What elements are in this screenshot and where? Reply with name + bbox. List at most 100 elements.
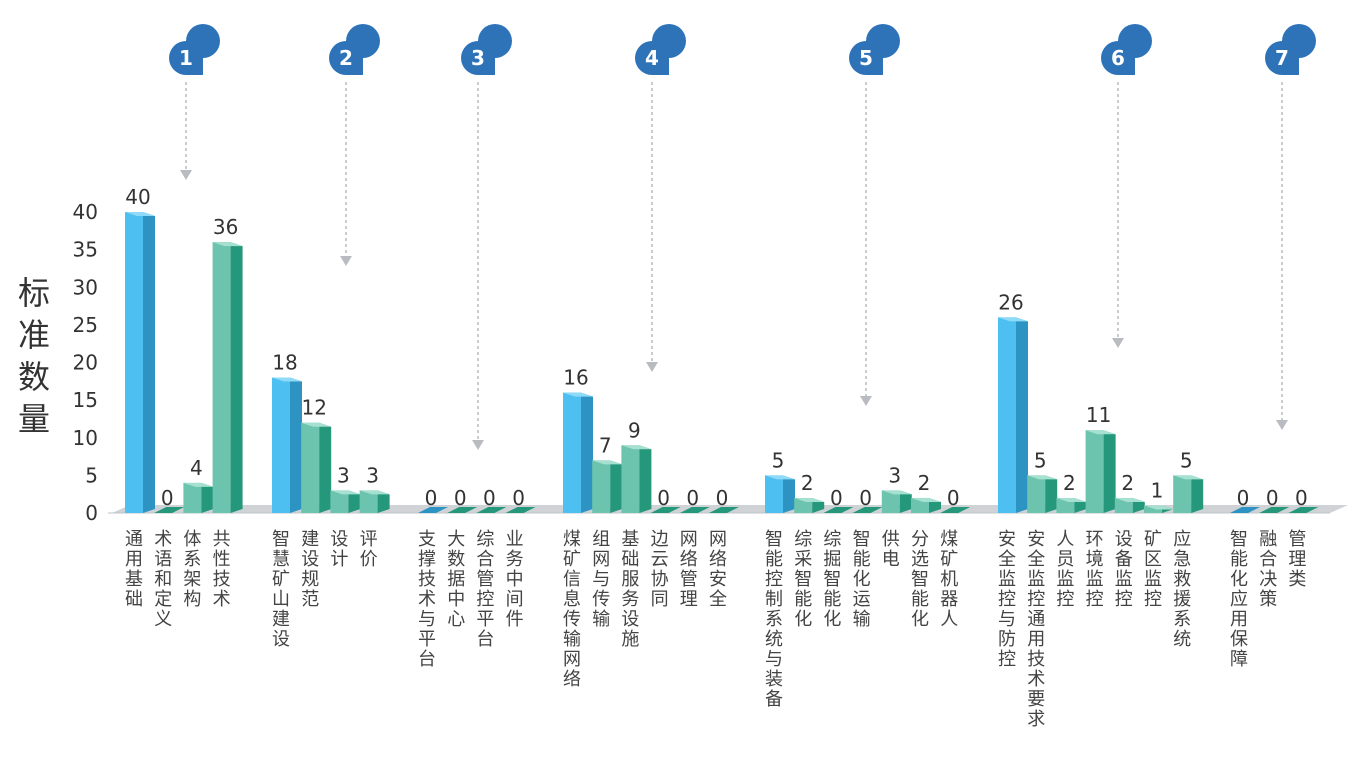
bar-value-label: 0 xyxy=(830,486,843,510)
bar-value-label: 3 xyxy=(337,463,350,487)
group-badge-number: 5 xyxy=(859,46,873,70)
category-label: 综合管控平台 xyxy=(476,529,494,650)
category-label: 综采智能化 xyxy=(794,529,812,630)
bar-side xyxy=(319,422,332,513)
category-label: 智能化应用保障 xyxy=(1230,529,1248,670)
category-label: 安全监控与防控 xyxy=(998,529,1016,670)
bar-side xyxy=(143,212,155,513)
bar-front xyxy=(330,490,349,513)
group-arrow-head xyxy=(646,362,658,372)
bar-value-label: 1 xyxy=(1151,478,1164,502)
y-tick-label: 40 xyxy=(73,200,98,224)
group-badge xyxy=(635,24,686,75)
y-tick-label: 35 xyxy=(73,238,98,262)
bar-value-label: 0 xyxy=(657,486,670,510)
bar-value-label: 18 xyxy=(272,351,297,375)
bar-value-label: 16 xyxy=(563,366,588,390)
bar-front xyxy=(592,460,611,513)
category-label: 体系架构 xyxy=(183,529,201,610)
bar-side xyxy=(290,377,302,513)
bar-top xyxy=(1173,475,1204,480)
bar-zero xyxy=(1259,507,1290,513)
bar-side xyxy=(348,490,361,513)
group-badge-number: 1 xyxy=(179,46,193,70)
bar-top xyxy=(330,490,361,495)
category-label: 建设规范 xyxy=(301,529,319,610)
category-label: 网络管理 xyxy=(680,529,698,610)
bar-side xyxy=(201,482,214,513)
bar-zero xyxy=(1230,507,1260,513)
bar-top xyxy=(563,392,593,397)
group-arrow-head xyxy=(1112,338,1124,348)
bar-zero xyxy=(709,507,739,513)
bar-zero xyxy=(154,507,185,513)
bar-value-label: 2 xyxy=(918,471,931,495)
bar-value-label: 0 xyxy=(425,486,438,510)
bar-value-label: 0 xyxy=(483,486,496,510)
category-label: 共性技术 xyxy=(213,529,231,610)
group-arrow-head xyxy=(860,396,872,406)
bar-top xyxy=(621,445,652,450)
bar-top xyxy=(301,422,332,427)
bar-top xyxy=(272,377,302,382)
bar-front xyxy=(212,242,231,513)
bar-top xyxy=(1144,505,1174,510)
bar-top xyxy=(212,242,243,247)
bar-front xyxy=(183,482,202,513)
bar-front xyxy=(125,212,143,513)
bar-side xyxy=(1191,475,1204,513)
bar-top xyxy=(125,212,155,216)
bar-value-label: 36 xyxy=(213,215,238,239)
category-label: 煤矿信息传输网络 xyxy=(563,529,581,690)
category-label: 智慧矿山建设 xyxy=(272,529,290,650)
bar-value-label: 0 xyxy=(859,486,872,510)
bar-zero xyxy=(418,507,448,513)
bar-side xyxy=(639,445,652,513)
bar-side xyxy=(610,460,623,513)
bar-front xyxy=(621,445,640,513)
bar-value-label: 7 xyxy=(599,433,612,457)
bar-top xyxy=(881,490,912,495)
category-label: 分选智能化 xyxy=(911,529,929,630)
y-tick-label: 30 xyxy=(73,275,98,299)
category-label: 支撑技术与平台 xyxy=(418,529,436,670)
category-label: 人员监控 xyxy=(1056,529,1074,610)
category-label: 管理类 xyxy=(1288,529,1306,590)
bar-value-label: 3 xyxy=(888,463,901,487)
bar-top xyxy=(911,497,941,502)
bar-side xyxy=(581,392,593,513)
bar-zero xyxy=(679,507,710,513)
group-badge xyxy=(169,24,220,75)
bar-value-label: 2 xyxy=(1121,471,1134,495)
category-label: 安全监控通用技术要求 xyxy=(1027,529,1045,730)
group-badge-number: 4 xyxy=(645,46,659,70)
category-label: 基础服务设施 xyxy=(621,529,639,650)
bar-value-label: 26 xyxy=(998,290,1023,314)
bar-side xyxy=(230,242,243,513)
bar-value-label: 12 xyxy=(301,396,326,420)
group-badge xyxy=(329,24,380,75)
category-label: 综掘智能化 xyxy=(823,529,841,630)
bar-front xyxy=(1173,475,1192,513)
bar-value-label: 11 xyxy=(1086,403,1111,427)
group-badge xyxy=(1101,24,1152,75)
bar-side xyxy=(1103,430,1116,513)
category-label: 边云协同 xyxy=(651,529,669,610)
bar-front xyxy=(563,392,581,513)
bar-zero xyxy=(1288,507,1319,513)
category-label: 大数据中心 xyxy=(447,529,465,630)
bar-value-label: 2 xyxy=(801,471,814,495)
y-tick-label: 15 xyxy=(73,388,98,412)
category-label: 术语和定义 xyxy=(154,529,172,630)
bar-top xyxy=(592,460,623,465)
bar-top xyxy=(183,482,214,487)
y-tick-label: 5 xyxy=(85,463,98,487)
category-label: 设备监控 xyxy=(1115,529,1133,610)
bar-front xyxy=(272,377,290,513)
bar-value-label: 0 xyxy=(686,486,699,510)
bar-value-label: 0 xyxy=(1295,486,1308,510)
bar-top xyxy=(765,475,795,480)
bar-value-label: 0 xyxy=(1237,486,1250,510)
category-label: 组网与传输 xyxy=(592,529,610,630)
category-label: 通用基础 xyxy=(125,529,143,610)
